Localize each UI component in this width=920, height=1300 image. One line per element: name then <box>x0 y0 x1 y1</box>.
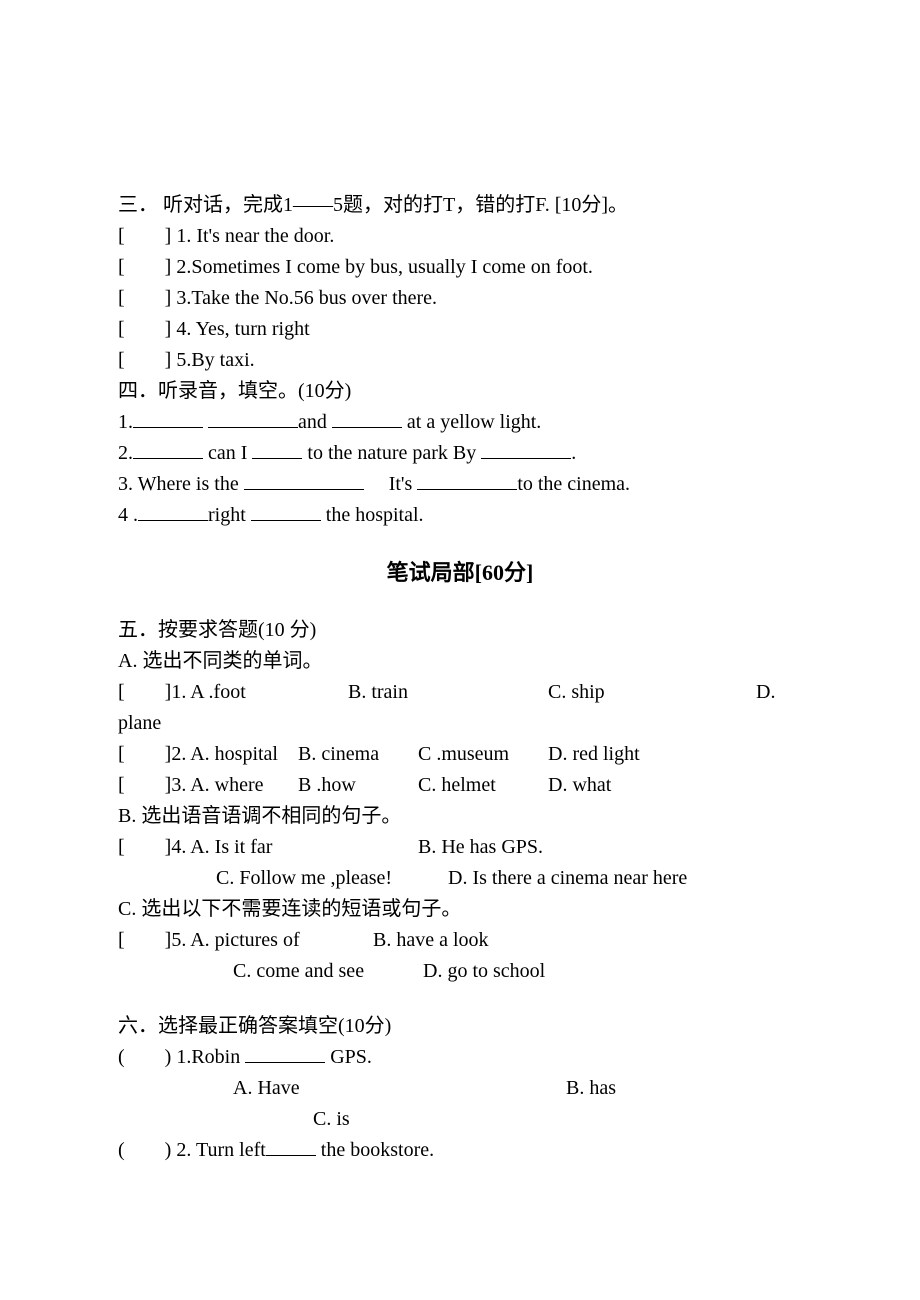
s3-item-4: [ ] 4. Yes, turn right <box>118 314 802 345</box>
s5-q5-c: C. come and see <box>233 956 423 987</box>
s4-q4-b: right <box>208 504 251 526</box>
blank[interactable] <box>133 439 203 459</box>
blank[interactable] <box>251 501 321 521</box>
s4-q1: 1. and at a yellow light. <box>118 407 802 438</box>
s5-q1-d: D. <box>756 677 775 708</box>
s5-q5-row1: [ ]5. A. pictures ofB. have a look <box>118 925 802 956</box>
s5-q5-a: [ ]5. A. pictures of <box>118 925 373 956</box>
s5-q4-b: B. He has GPS. <box>418 836 543 858</box>
s4-q4-a: 4 . <box>118 504 138 526</box>
blank[interactable] <box>417 470 517 490</box>
written-part-heading: 笔试局部[60分] <box>118 556 802 590</box>
section-4-heading: 四．听录音，填空。(10分) <box>118 376 802 407</box>
blank[interactable] <box>138 501 208 521</box>
s5-q3-d: D. what <box>548 770 611 801</box>
s5-q4-a: [ ]4. A. Is it far <box>118 832 418 863</box>
section-6-heading: 六．选择最正确答案填空(10分) <box>118 1011 802 1042</box>
s3-item-3: [ ] 3.Take the No.56 bus over there. <box>118 283 802 314</box>
section-3-heading: 三． 听对话，完成1——5题，对的打T，错的打F. [10分]。 <box>118 190 802 221</box>
s4-q1-pre: 1. <box>118 411 133 433</box>
s4-q4: 4 . right the hospital. <box>118 500 802 531</box>
s5-q4-row2: C. Follow me ,please!D. Is there a cinem… <box>118 863 802 894</box>
s5-q1-b: B. train <box>348 677 548 708</box>
blank[interactable] <box>252 439 302 459</box>
s6-q2-pre: ( ) 2. Turn left <box>118 1139 266 1161</box>
s5-q5-d: D. go to school <box>423 960 545 982</box>
s4-q2-a: can I <box>203 442 252 464</box>
s5-q4-row1: [ ]4. A. Is it farB. He has GPS. <box>118 832 802 863</box>
s5-q1-plane: plane <box>118 708 802 739</box>
s4-q3: 3. Where is the It's to the cinema. <box>118 469 802 500</box>
s5-q1-c: C. ship <box>548 677 756 708</box>
s3-item-2: [ ] 2.Sometimes I come by bus, usually I… <box>118 252 802 283</box>
blank[interactable] <box>244 470 364 490</box>
s4-q2: 2. can I to the nature park By . <box>118 438 802 469</box>
s6-q1-post: GPS. <box>325 1046 372 1068</box>
s5-q2-b: B. cinema <box>298 739 418 770</box>
s6-q1: ( ) 1.Robin GPS. <box>118 1042 802 1073</box>
s5-q1-a: [ ]1. A .foot <box>118 677 348 708</box>
s5-q3-c: C. helmet <box>418 770 548 801</box>
blank[interactable] <box>266 1136 316 1156</box>
s4-q2-end: . <box>571 442 576 464</box>
s5-part-b-label: B. 选出语音语调不相同的句子。 <box>118 801 802 832</box>
s5-part-a-label: A. 选出不同类的单词。 <box>118 646 802 677</box>
s4-q3-a: 3. Where is the <box>118 473 244 495</box>
s5-q4-c: C. Follow me ,please! <box>216 863 448 894</box>
s5-q2-c: C .museum <box>418 739 548 770</box>
s6-q2: ( ) 2. Turn left the bookstore. <box>118 1135 802 1166</box>
blank[interactable] <box>332 408 402 428</box>
s5-q5-row2: C. come and seeD. go to school <box>118 956 802 987</box>
s4-q4-c: the hospital. <box>321 504 424 526</box>
s4-q3-c: to the cinema. <box>517 473 630 495</box>
s3-item-1: [ ] 1. It's near the door. <box>118 221 802 252</box>
s6-q1-pre: ( ) 1.Robin <box>118 1046 245 1068</box>
s5-q4-d: D. Is there a cinema near here <box>448 867 687 889</box>
s4-q2-pre: 2. <box>118 442 133 464</box>
s5-q5-b: B. have a look <box>373 929 489 951</box>
s5-part-c-label: C. 选出以下不需要连读的短语或句子。 <box>118 894 802 925</box>
s5-q3-a: [ ]3. A. where <box>118 770 298 801</box>
s5-q1: [ ]1. A .footB. trainC. shipD. <box>118 677 802 708</box>
s6-q1-opt-b: B. has <box>566 1073 616 1104</box>
s4-q1-post: at a yellow light. <box>402 411 541 433</box>
s4-q2-b: to the nature park By <box>302 442 481 464</box>
s6-q1-opts-row2: C. is <box>118 1104 802 1135</box>
s6-q2-post: the bookstore. <box>316 1139 434 1161</box>
section-5-heading: 五．按要求答题(10 分) <box>118 615 802 646</box>
s5-q3: [ ]3. A. whereB .howC. helmetD. what <box>118 770 802 801</box>
blank[interactable] <box>245 1043 325 1063</box>
s5-q2: [ ]2. A. hospitalB. cinemaC .museumD. re… <box>118 739 802 770</box>
s4-q1-mid: and <box>298 411 327 433</box>
s4-q3-b: It's <box>384 473 418 495</box>
blank[interactable] <box>133 408 203 428</box>
s5-q2-d: D. red light <box>548 739 640 770</box>
s6-q1-opts-row1: A. HaveB. has <box>118 1073 802 1104</box>
s6-q1-opt-a: A. Have <box>233 1073 566 1104</box>
s6-q1-opt-c: C. is <box>313 1108 350 1130</box>
blank[interactable] <box>481 439 571 459</box>
s5-q3-b: B .how <box>298 770 418 801</box>
s5-q2-a: [ ]2. A. hospital <box>118 739 298 770</box>
blank[interactable] <box>208 408 298 428</box>
s3-item-5: [ ] 5.By taxi. <box>118 345 802 376</box>
